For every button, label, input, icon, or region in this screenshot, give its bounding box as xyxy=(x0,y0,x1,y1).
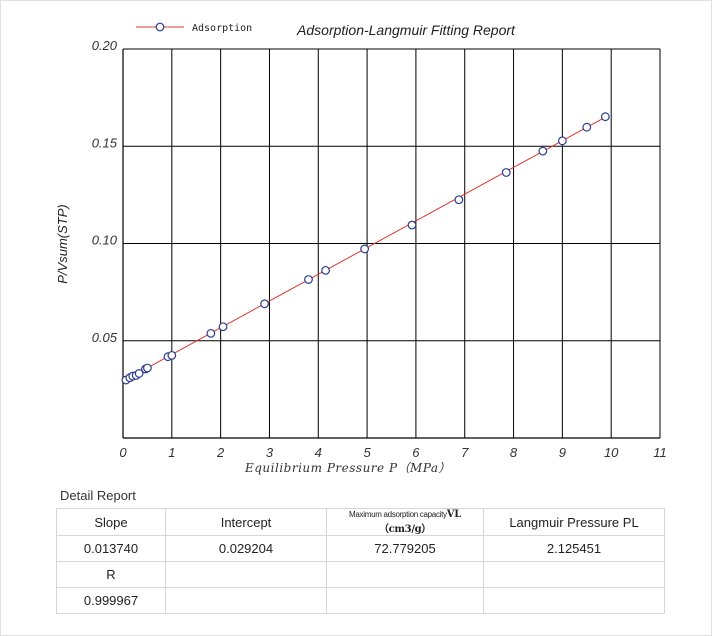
empty-cell xyxy=(483,561,665,588)
pl-header: Langmuir Pressure PL xyxy=(483,508,665,536)
data-point xyxy=(167,350,177,360)
empty-cell xyxy=(165,587,327,614)
legend: Adsorption xyxy=(136,22,252,34)
langmuir-chart: 0 1 2 3 4 5 6 7 8 9 10 11 0.05 0.10 0.15 0.20 Adsorptio… xyxy=(55,22,667,475)
detail-report-table: Slope Intercept Maximum adsorption capac… xyxy=(56,508,665,614)
x-tick-label: 6 xyxy=(412,445,420,460)
table-row: 0.013740 0.029204 72.779205 2.125451 xyxy=(56,535,665,562)
x-tick-label: 11 xyxy=(653,445,667,460)
detail-report-title: Detail Report xyxy=(60,488,136,503)
legend-marker xyxy=(155,22,165,32)
data-point xyxy=(407,220,417,230)
x-tick-label: 8 xyxy=(510,445,518,460)
slope-value: 0.013740 xyxy=(56,535,166,562)
y-tick-label: 0.05 xyxy=(92,330,118,345)
x-tick-label: 5 xyxy=(363,445,371,460)
data-point xyxy=(206,328,216,338)
slope-header: Slope xyxy=(56,508,166,536)
data-point xyxy=(557,136,567,146)
table-row: R xyxy=(56,561,665,588)
data-point xyxy=(454,195,464,205)
x-tick-label: 1 xyxy=(168,445,175,460)
y-tick-label: 0.15 xyxy=(92,135,118,150)
data-point xyxy=(600,112,610,122)
x-axis-label: Equilibrium Pressure P（MPa） xyxy=(244,461,451,475)
data-point xyxy=(143,363,152,373)
empty-cell xyxy=(326,561,484,588)
empty-cell xyxy=(165,561,327,588)
y-tick-label: 0.20 xyxy=(92,38,118,53)
intercept-header: Intercept xyxy=(165,508,327,536)
chart-title: Adsorption-Langmuir Fitting Report xyxy=(296,22,516,38)
grid xyxy=(122,48,661,439)
empty-cell xyxy=(326,587,484,614)
data-point xyxy=(304,275,313,284)
axis-ticks: 0 1 2 3 4 5 6 7 8 9 10 11 0.05 0.10 0.15 0.20 xyxy=(92,38,667,460)
x-tick-label: 3 xyxy=(266,445,274,460)
vl-header-small: Maximum adsorption capacity xyxy=(349,510,447,519)
table-row: Slope Intercept Maximum adsorption capac… xyxy=(56,508,665,536)
x-tick-label: 10 xyxy=(604,445,619,460)
x-tick-label: 2 xyxy=(216,445,225,460)
vl-header-unit: VL（cm3/g） xyxy=(378,509,461,535)
r-value: 0.999967 xyxy=(56,587,166,614)
data-point xyxy=(260,299,269,309)
data-point xyxy=(134,369,144,378)
intercept-value: 0.029204 xyxy=(165,535,327,562)
data-point xyxy=(501,168,511,177)
vl-header: Maximum adsorption capacityVL（cm3/g） xyxy=(326,508,484,536)
x-tick-label: 4 xyxy=(315,445,322,460)
data-point xyxy=(218,322,228,332)
vl-value: 72.779205 xyxy=(326,535,484,562)
data-point xyxy=(582,122,592,132)
x-tick-label: 7 xyxy=(461,445,469,460)
x-tick-label: 0 xyxy=(119,445,127,460)
x-tick-label: 9 xyxy=(559,445,566,460)
table-row: 0.999967 xyxy=(56,587,665,614)
legend-label: Adsorption xyxy=(192,23,252,34)
data-point xyxy=(538,146,548,156)
y-axis-label: P/Vsum(STP) xyxy=(55,204,70,283)
data-point xyxy=(321,265,330,275)
empty-cell xyxy=(483,587,665,614)
data-point xyxy=(360,244,370,254)
r-header: R xyxy=(56,561,166,588)
pl-value: 2.125451 xyxy=(483,535,665,562)
y-tick-label: 0.10 xyxy=(92,233,118,248)
data-points xyxy=(121,112,610,385)
